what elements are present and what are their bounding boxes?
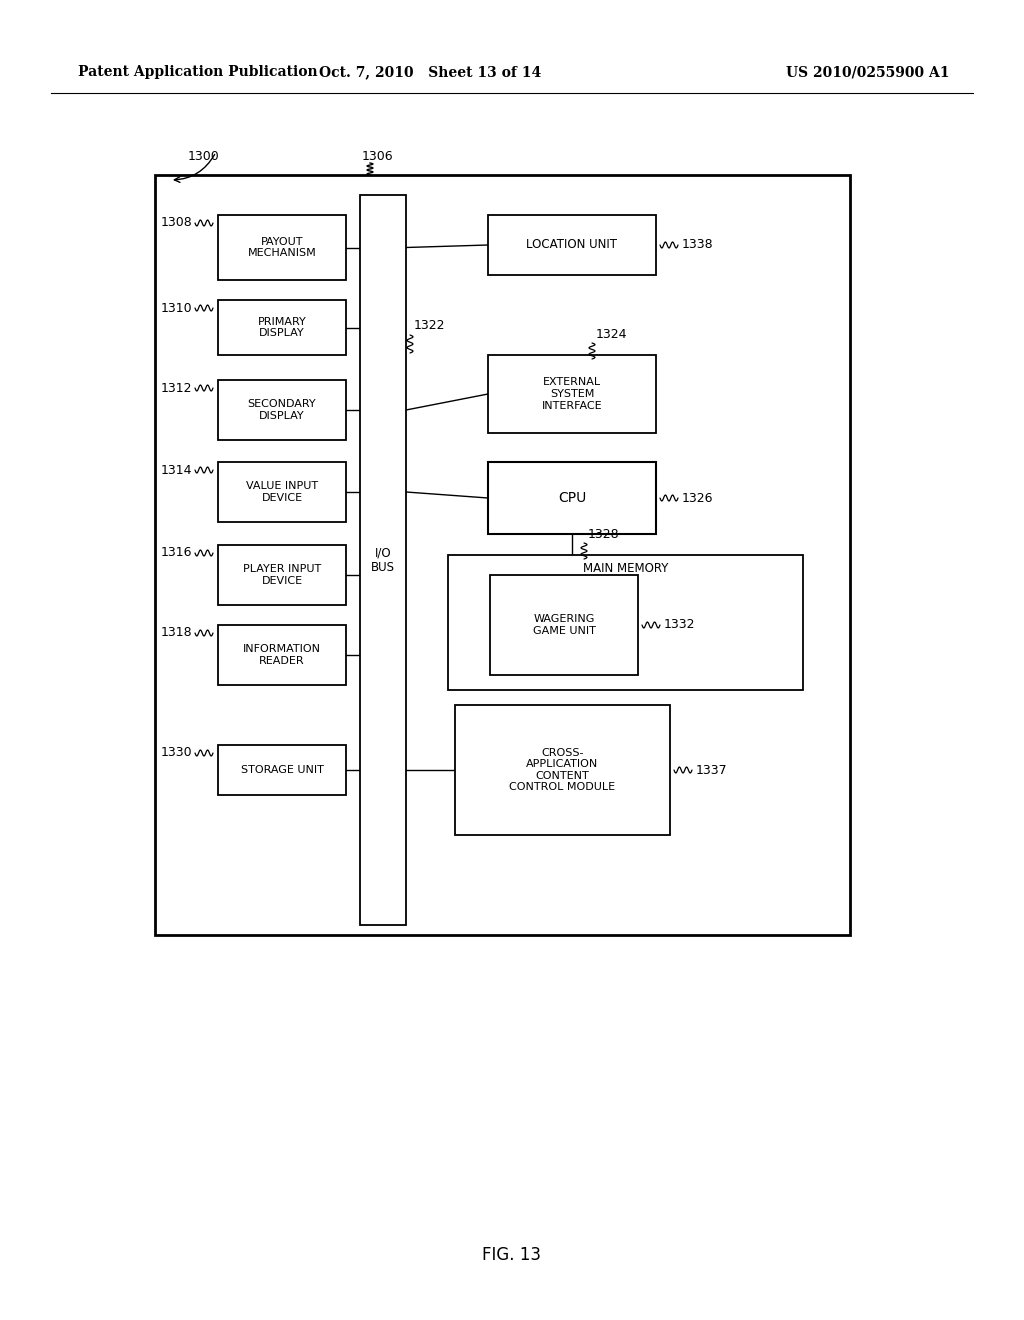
Bar <box>218 624 346 685</box>
Bar <box>488 462 656 535</box>
Text: 1300: 1300 <box>188 150 220 164</box>
Text: PLAYER INPUT
DEVICE: PLAYER INPUT DEVICE <box>243 564 322 586</box>
Text: 1312: 1312 <box>161 381 193 395</box>
Text: CROSS-
APPLICATION
CONTENT
CONTROL MODULE: CROSS- APPLICATION CONTENT CONTROL MODUL… <box>509 747 615 792</box>
Text: 1308: 1308 <box>160 216 193 230</box>
Bar <box>218 744 346 795</box>
Bar <box>488 355 656 433</box>
Text: 1322: 1322 <box>414 319 445 333</box>
Text: MAIN MEMORY: MAIN MEMORY <box>583 562 669 576</box>
Text: 1330: 1330 <box>161 747 193 759</box>
Text: 1326: 1326 <box>682 491 714 504</box>
Bar <box>218 545 346 605</box>
Text: INFORMATION
READER: INFORMATION READER <box>243 644 321 665</box>
Text: Patent Application Publication: Patent Application Publication <box>78 65 317 79</box>
Text: VALUE INPUT
DEVICE: VALUE INPUT DEVICE <box>246 482 318 503</box>
Text: 1338: 1338 <box>682 239 714 252</box>
Text: STORAGE UNIT: STORAGE UNIT <box>241 766 324 775</box>
Bar <box>218 462 346 521</box>
Bar <box>455 705 670 836</box>
Text: 1306: 1306 <box>362 150 393 164</box>
Text: LOCATION UNIT: LOCATION UNIT <box>526 239 617 252</box>
Text: PRIMARY
DISPLAY: PRIMARY DISPLAY <box>258 317 306 338</box>
Text: 1328: 1328 <box>588 528 620 541</box>
Text: 1318: 1318 <box>161 627 193 639</box>
Bar <box>360 195 406 925</box>
Text: 1332: 1332 <box>664 619 695 631</box>
Text: WAGERING
GAME UNIT: WAGERING GAME UNIT <box>532 614 595 636</box>
Bar <box>218 215 346 280</box>
Text: 1337: 1337 <box>696 763 728 776</box>
Text: PAYOUT
MECHANISM: PAYOUT MECHANISM <box>248 236 316 259</box>
Text: 1324: 1324 <box>596 327 628 341</box>
Bar <box>218 380 346 440</box>
Text: 1316: 1316 <box>161 546 193 560</box>
Bar <box>449 554 803 690</box>
Text: SECONDARY
DISPLAY: SECONDARY DISPLAY <box>248 399 316 421</box>
Text: I/O
BUS: I/O BUS <box>371 546 395 574</box>
Text: US 2010/0255900 A1: US 2010/0255900 A1 <box>786 65 950 79</box>
Bar <box>488 215 656 275</box>
Text: FIG. 13: FIG. 13 <box>482 1246 542 1265</box>
Text: EXTERNAL
SYSTEM
INTERFACE: EXTERNAL SYSTEM INTERFACE <box>542 378 602 411</box>
Text: Oct. 7, 2010   Sheet 13 of 14: Oct. 7, 2010 Sheet 13 of 14 <box>318 65 541 79</box>
Bar <box>218 300 346 355</box>
Bar <box>490 576 638 675</box>
Bar <box>155 176 850 935</box>
Text: 1314: 1314 <box>161 463 193 477</box>
Text: 1310: 1310 <box>161 301 193 314</box>
Text: CPU: CPU <box>558 491 586 506</box>
